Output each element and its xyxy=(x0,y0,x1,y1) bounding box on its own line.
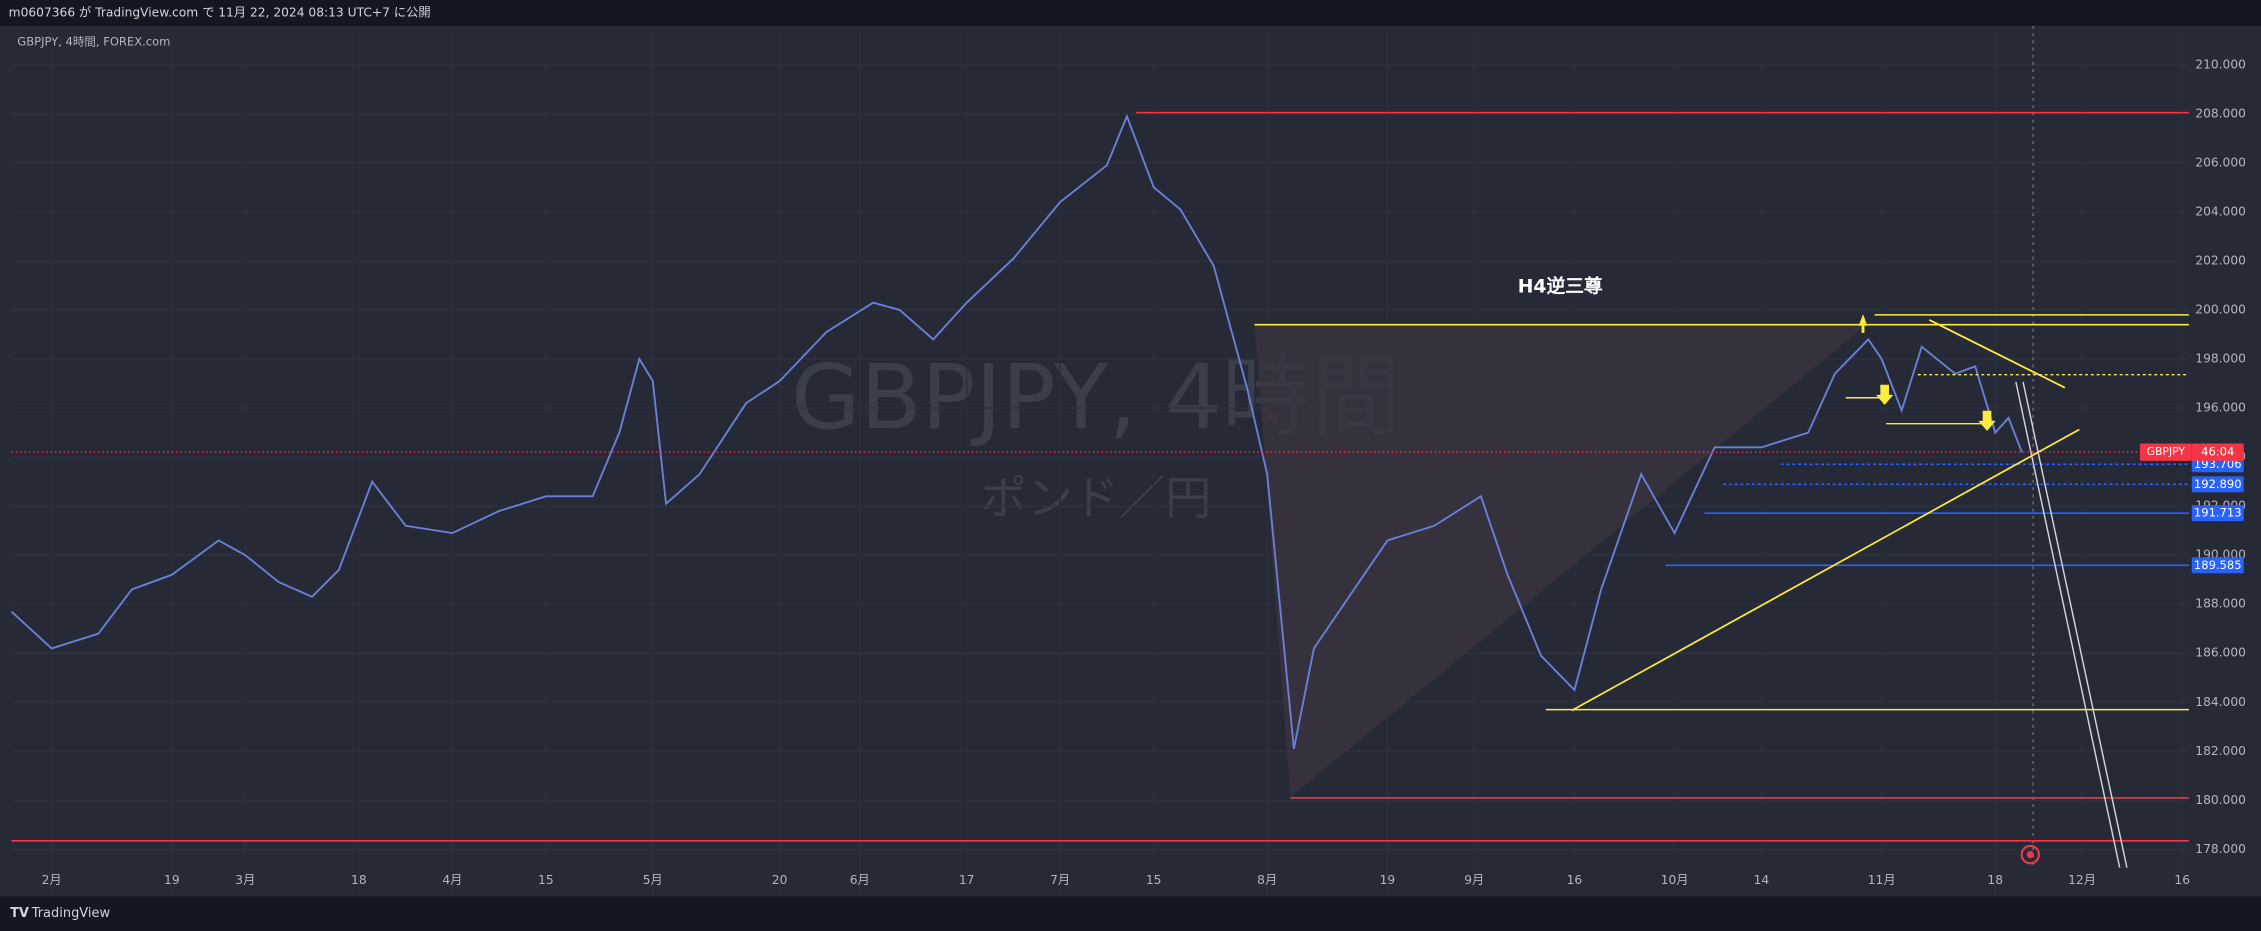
level-tag xyxy=(2191,476,2244,493)
x-tick-label: 6月 xyxy=(850,873,870,887)
x-tick-label: 11月 xyxy=(1868,873,1896,887)
x-tick-label: 4月 xyxy=(442,873,462,887)
level-label: 191.713 xyxy=(2194,506,2242,520)
y-tick-label: 188.000 xyxy=(2195,597,2246,611)
x-tick-label: 2月 xyxy=(42,873,62,887)
symbol-info: GBPJPY, 4時間, FOREX.com xyxy=(17,34,170,48)
countdown-tag xyxy=(2191,443,2244,461)
countdown: 46:04 xyxy=(2201,445,2234,459)
x-tick-label: 16 xyxy=(1567,873,1583,887)
published-line: m0607366 が TradingView.com で 11月 22, 202… xyxy=(9,4,431,19)
y-tick-label: 200.000 xyxy=(2195,302,2246,316)
arrow-down xyxy=(1978,410,1996,431)
y-tick-label: 204.000 xyxy=(2195,204,2246,218)
projection xyxy=(2015,381,2121,868)
price-tag-name: GBPJPY xyxy=(2147,445,2186,458)
trendline xyxy=(1571,428,2080,712)
y-tick-label: 180.000 xyxy=(2195,793,2246,807)
y-tick-label: 186.000 xyxy=(2195,646,2246,660)
x-tick-label: 8月 xyxy=(1257,873,1277,887)
x-tick-label: 18 xyxy=(351,873,367,887)
y-tick-label: 182.000 xyxy=(2195,744,2246,758)
x-tick-label: 9月 xyxy=(1464,873,1484,887)
x-tick-label: 14 xyxy=(1754,873,1770,887)
x-tick-label: 17 xyxy=(959,873,975,887)
x-tick-label: 16 xyxy=(2174,873,2190,887)
level-label: 189.585 xyxy=(2194,558,2242,572)
y-tick-label: 184.000 xyxy=(2195,695,2246,709)
watermark-sub: ポンド／円 xyxy=(981,471,1212,525)
price-line xyxy=(10,113,2023,750)
y-tick-label: 206.000 xyxy=(2195,155,2246,169)
x-tick-label: 19 xyxy=(164,873,180,887)
x-tick-label: 3月 xyxy=(235,873,255,887)
y-tick-label: 196.000 xyxy=(2195,401,2246,415)
y-tick-label: 198.000 xyxy=(2195,352,2246,366)
pattern-shade xyxy=(1254,324,1868,797)
x-tick-label: 15 xyxy=(538,873,554,887)
replay-dot xyxy=(2026,851,2034,859)
plot xyxy=(10,111,2189,842)
y-tick-label: 202.000 xyxy=(2195,253,2246,267)
y-tick-label: 208.000 xyxy=(2195,106,2246,120)
x-tick-label: 15 xyxy=(1146,873,1162,887)
x-tick-label: 5月 xyxy=(643,873,663,887)
grid xyxy=(11,31,2189,894)
level-tag xyxy=(2191,557,2244,574)
annotation: H4逆三尊 xyxy=(1518,275,1603,297)
price-tag xyxy=(2139,443,2192,461)
y-tick-label: 210.000 xyxy=(2195,57,2246,71)
x-tick-label: 12月 xyxy=(2068,873,2096,887)
arrow-up xyxy=(1858,314,1868,333)
level-label: 192.890 xyxy=(2194,477,2242,491)
arrow-down xyxy=(1875,384,1894,405)
logo-mark: TV xyxy=(10,906,29,921)
x-tick-label: 10月 xyxy=(1661,873,1689,887)
bottom-bar xyxy=(0,896,2261,931)
x-tick-label: 20 xyxy=(772,873,788,887)
projection xyxy=(2022,381,2128,868)
top-bar xyxy=(0,0,2261,26)
level-tag xyxy=(2191,505,2244,522)
trendline xyxy=(1928,319,2066,389)
x-tick-label: 18 xyxy=(1987,873,2003,887)
x-tick-label: 7月 xyxy=(1050,873,1070,887)
footer-logo: TradingView xyxy=(31,906,111,921)
replay-marker[interactable] xyxy=(2020,844,2041,865)
x-tick-label: 19 xyxy=(1380,873,1396,887)
y-tick-label: 178.000 xyxy=(2195,842,2246,856)
chart-bg xyxy=(0,25,2261,897)
